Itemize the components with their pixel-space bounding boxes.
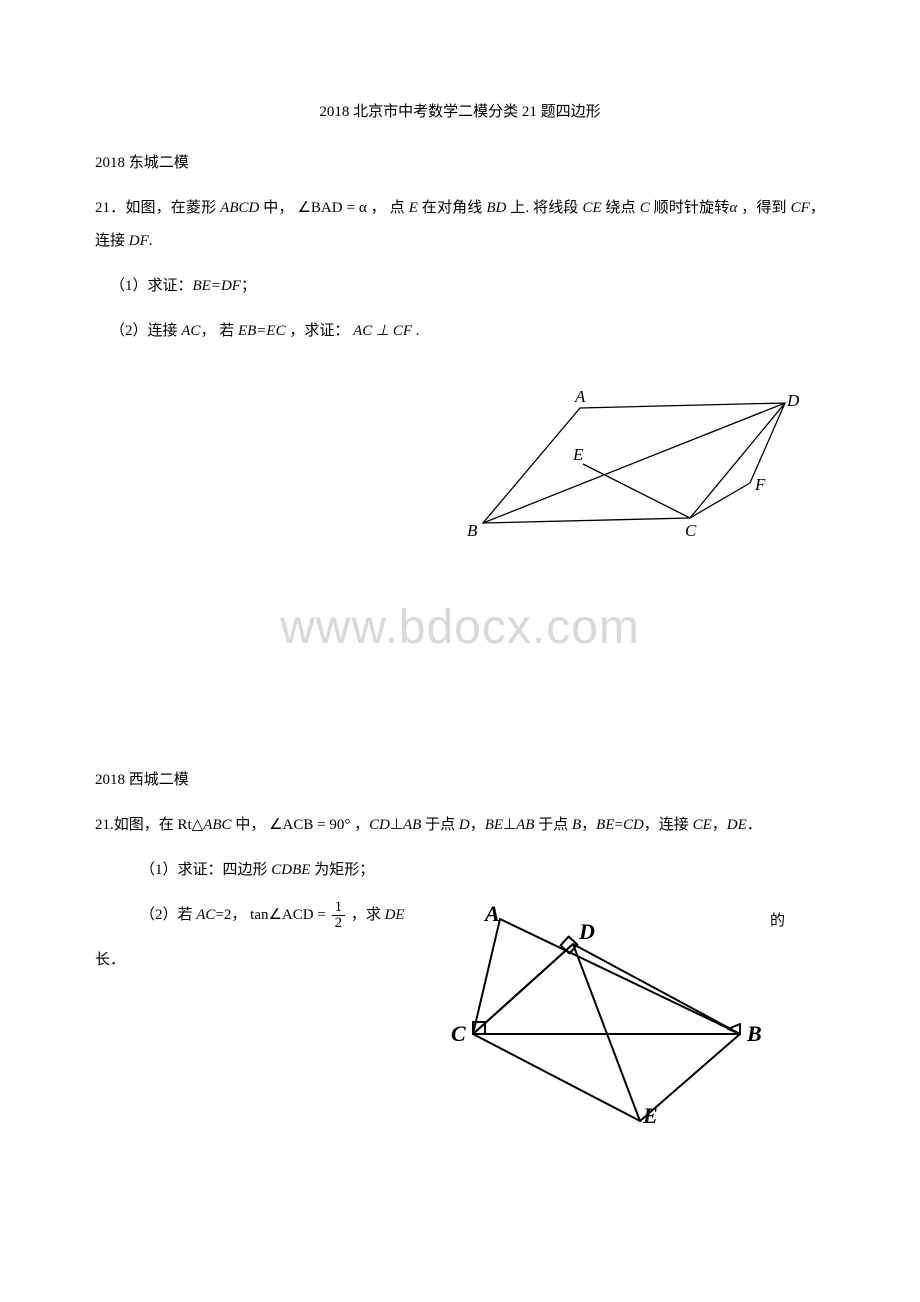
var-e: E (409, 200, 418, 216)
t: 于点 (421, 817, 459, 833)
problem-2-text: 21.如图，在 Rt△ABC 中， ∠ACB = 90° ，CD⊥AB 于点 D… (95, 809, 825, 842)
tan-acd: tan∠ACD (250, 907, 313, 923)
t: ，连接 (644, 817, 689, 833)
t: 顺时针旋转 (650, 200, 730, 216)
t: 中， (232, 817, 270, 833)
problem-2-sub2-row: （2）若 AC=2， tan∠ACD = 12 ，求 DE 长． 的 A D C… (95, 899, 825, 1129)
t: . (149, 233, 153, 249)
t: （1）求证：四边形 (140, 862, 271, 878)
eq-bedf: BE=DF (193, 278, 241, 294)
frac-den: 2 (332, 916, 346, 931)
var-ac2: AC (196, 907, 215, 923)
t: ， 点 (367, 200, 409, 216)
fig2-label-d: D (578, 919, 595, 944)
fig2-label-e: E (642, 1103, 658, 1124)
t: 中， (259, 200, 297, 216)
problem-2-sub1: （1）求证：四边形 CDBE 为矩形； (95, 854, 825, 887)
section-header-2: 2018 西城二模 (95, 768, 825, 789)
var-be2: BE (596, 817, 614, 833)
var-ce2: CE (693, 817, 712, 833)
var-abcd: ABCD (220, 200, 259, 216)
t: ， 若 (200, 323, 238, 339)
problem-1-sub1: （1）求证：BE=DF； (95, 270, 825, 303)
fig1-label-b: B (467, 521, 478, 540)
perp1: ⊥ (390, 817, 403, 833)
figure-1-rhombus: A D B C E F (455, 388, 815, 548)
t: 上. 将线段 (506, 200, 582, 216)
watermark-text: www.bdocx.com (280, 600, 640, 655)
fig2-label-b: B (746, 1021, 762, 1046)
q-num-2: 21. (95, 817, 114, 833)
fig2-label-a: A (483, 901, 500, 926)
figure-2-triangle: A D C B E (415, 899, 785, 1124)
t: ，得到 (737, 200, 790, 216)
fig1-label-d: D (786, 391, 800, 410)
eq-sign2: = (314, 907, 330, 923)
t: （1）求证： (110, 278, 193, 294)
var-cd2: CD (623, 817, 644, 833)
fig1-label-c: C (685, 521, 697, 540)
var-ab: AB (403, 817, 421, 833)
var-cd: CD (369, 817, 390, 833)
problem-1-text: 21．如图，在菱形 ABCD 中， ∠BAD = α ， 点 E 在对角线 BD… (95, 192, 825, 258)
fig1-label-a: A (574, 388, 586, 406)
sub2-right-de: 的 (770, 909, 785, 930)
var-bd: BD (486, 200, 506, 216)
figure-1-wrap: A D B C E F (95, 388, 825, 548)
eq-accf: AC ⊥ CF (353, 323, 412, 339)
t: =2， (215, 907, 250, 923)
perp2: ⊥ (503, 817, 516, 833)
problem-1-sub2: （2）连接 AC， 若 EB=EC ，求证： AC ⊥ CF . (95, 315, 825, 348)
t: 于点 (534, 817, 572, 833)
var-de: DE (385, 907, 405, 923)
eq-acb: ∠ACB = 90° (269, 817, 350, 833)
t: ，求证： (286, 323, 354, 339)
t: （2）连接 (110, 323, 181, 339)
var-df: DF (129, 233, 149, 249)
t: 如图，在菱形 (125, 200, 220, 216)
eq-bad: ∠BAD = α (297, 200, 366, 216)
frac-num: 1 (332, 900, 346, 916)
t: ， (350, 817, 369, 833)
t: ． (747, 817, 762, 833)
var-c: C (640, 200, 650, 216)
t: ， (581, 817, 596, 833)
t: 在对角线 (418, 200, 486, 216)
fig2-label-c: C (451, 1021, 466, 1046)
t: ， (470, 817, 485, 833)
t: 绕点 (602, 200, 640, 216)
t: 如图，在 Rt△ (114, 817, 203, 833)
t: ，求 (347, 907, 385, 923)
page-title: 2018 北京市中考数学二模分类 21 题四边形 (95, 100, 825, 121)
fig1-label-f: F (754, 475, 766, 494)
var-de2: DE (727, 817, 747, 833)
var-b: B (572, 817, 581, 833)
var-abc: ABC (203, 817, 231, 833)
problem-2-sub2: （2）若 AC=2， tan∠ACD = 12 ，求 DE (95, 899, 415, 932)
q-num: 21． (95, 200, 125, 216)
t: ； (241, 278, 256, 294)
var-ce: CE (582, 200, 601, 216)
eq-ebec: EB=EC (238, 323, 286, 339)
var-ab2: AB (516, 817, 534, 833)
var-d: D (459, 817, 470, 833)
fraction-half: 12 (330, 900, 348, 931)
var-ac: AC (181, 323, 200, 339)
t: 为矩形； (310, 862, 374, 878)
sub2-tail: 长． (95, 944, 415, 977)
t: . (412, 323, 420, 339)
var-be: BE (485, 817, 503, 833)
t: （2）若 (140, 907, 196, 923)
eq-sign: = (614, 817, 622, 833)
section-header-1: 2018 东城二模 (95, 151, 825, 172)
t: ， (712, 817, 727, 833)
fig1-label-e: E (572, 445, 584, 464)
var-cf: CF (791, 200, 810, 216)
var-cdbe: CDBE (271, 862, 310, 878)
